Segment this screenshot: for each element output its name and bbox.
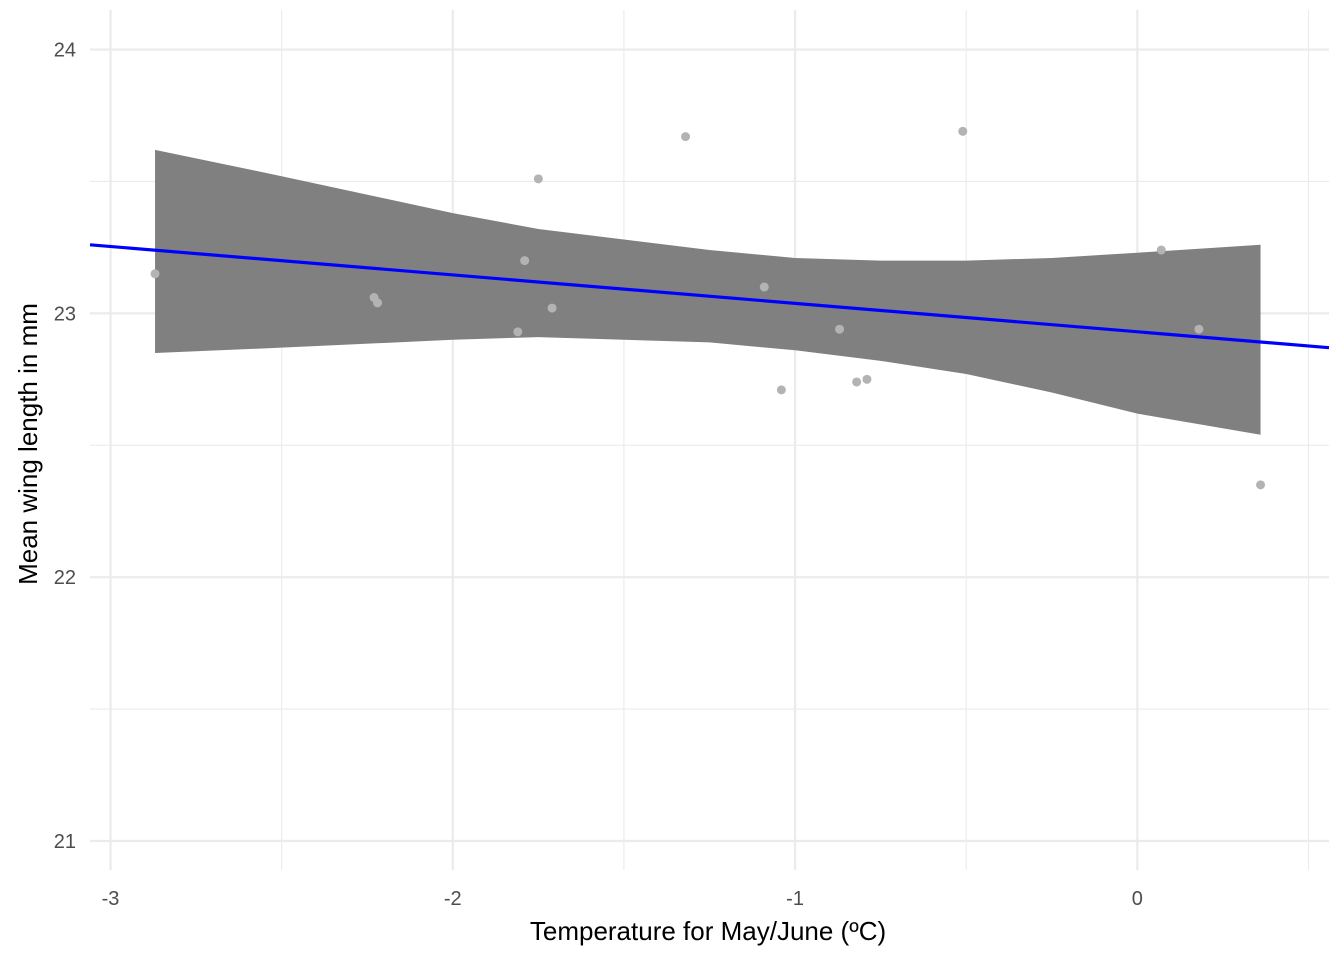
x-axis-title: Temperature for May/June (ºC) — [530, 916, 886, 946]
x-tick-labels: -3 -2 -1 0 — [102, 888, 1143, 910]
regression-line — [89, 243, 1330, 350]
data-point — [150, 269, 160, 279]
y-axis-title: Mean wing length in mm — [13, 303, 43, 585]
data-point — [547, 303, 557, 313]
x-tick-label: -3 — [102, 888, 120, 910]
x-tick-label: -1 — [786, 888, 804, 910]
data-point — [681, 132, 691, 142]
data-point — [1156, 245, 1166, 255]
data-point — [513, 327, 523, 337]
x-tick-label: 0 — [1132, 888, 1143, 910]
y-tick-label: 23 — [54, 303, 76, 325]
data-point — [759, 282, 769, 292]
data-point — [1256, 480, 1266, 490]
major-gridlines — [90, 10, 1329, 870]
confidence-band-layer — [155, 149, 1261, 435]
data-point — [776, 385, 786, 395]
y-tick-labels: 21 22 23 24 — [54, 40, 76, 853]
y-tick-label: 24 — [54, 40, 76, 62]
confidence-band — [155, 149, 1261, 435]
y-tick-label: 22 — [54, 567, 76, 589]
minor-gridlines — [90, 10, 1329, 870]
data-point — [520, 256, 530, 266]
data-point — [533, 174, 543, 184]
fit-line-layer — [89, 243, 1330, 350]
data-point — [862, 374, 872, 384]
data-point — [835, 324, 845, 334]
data-point — [1194, 324, 1204, 334]
data-point — [852, 377, 862, 387]
y-tick-label: 21 — [54, 831, 76, 853]
data-point — [373, 298, 383, 308]
x-tick-label: -2 — [444, 888, 462, 910]
data-point — [958, 126, 968, 136]
data-points-layer — [150, 126, 1266, 490]
